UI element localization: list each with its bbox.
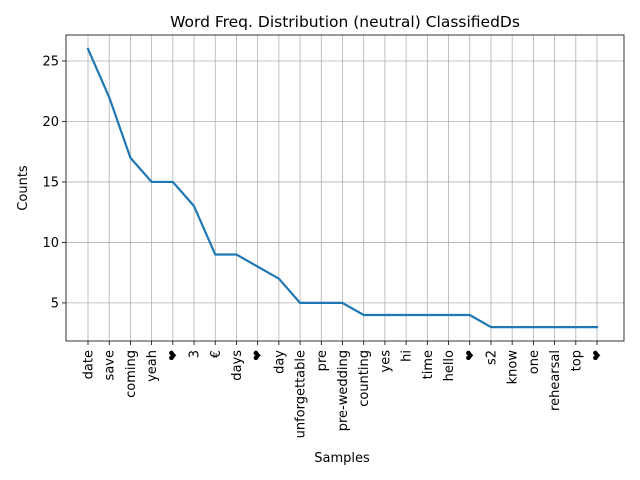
x-tick-label: save [103,350,118,380]
x-tick-label: yeah [145,350,160,382]
x-tick-label: € [209,350,224,358]
plot-frame [65,34,625,342]
x-tick-label: rehearsal [548,350,563,411]
y-tick-label: 15 [42,175,59,190]
y-tick-label: 25 [42,55,59,70]
y-axis-label: Counts [16,165,31,211]
x-tick-label: s2 [484,350,499,365]
y-tick-label: 20 [42,115,59,130]
y-axis-ticks: 5 10 15 20 25 [42,55,66,311]
x-tick-label: coming [124,350,139,398]
x-tick-label: know [506,350,521,385]
y-tick-label: 5 [51,296,59,311]
x-tick-label: hi [400,350,415,362]
x-tick-label: time [421,350,436,379]
x-axis-label: Samples [314,451,370,466]
chart-title: Word Freq. Distribution (neutral) Classi… [170,13,520,31]
x-tick-label: ❤ [166,350,181,361]
x-tick-label: 3 [188,350,203,358]
x-tick-label: counting [357,350,372,407]
x-tick-label: yes [378,350,393,373]
x-tick-label: one [527,350,542,374]
series-line [86,47,599,329]
x-tick-label: ❤ [463,350,478,361]
grid-lines [66,35,624,341]
x-tick-label: ❤ [251,350,266,361]
x-tick-label: day [272,350,287,374]
x-tick-label: top [569,350,584,371]
x-tick-label: pre-wedding [336,350,351,431]
x-tick-label: pre [315,350,330,371]
y-tick-label: 10 [42,236,59,251]
x-tick-label: ❤ [591,350,606,361]
x-tick-label: unforgettable [294,350,309,438]
x-tick-label: days [230,350,245,381]
x-axis-ticks: date save coming yeah ❤ 3 € days ❤ day unforgettab… [82,341,606,438]
x-tick-label: date [82,350,97,379]
x-tick-label: hello [442,350,457,381]
